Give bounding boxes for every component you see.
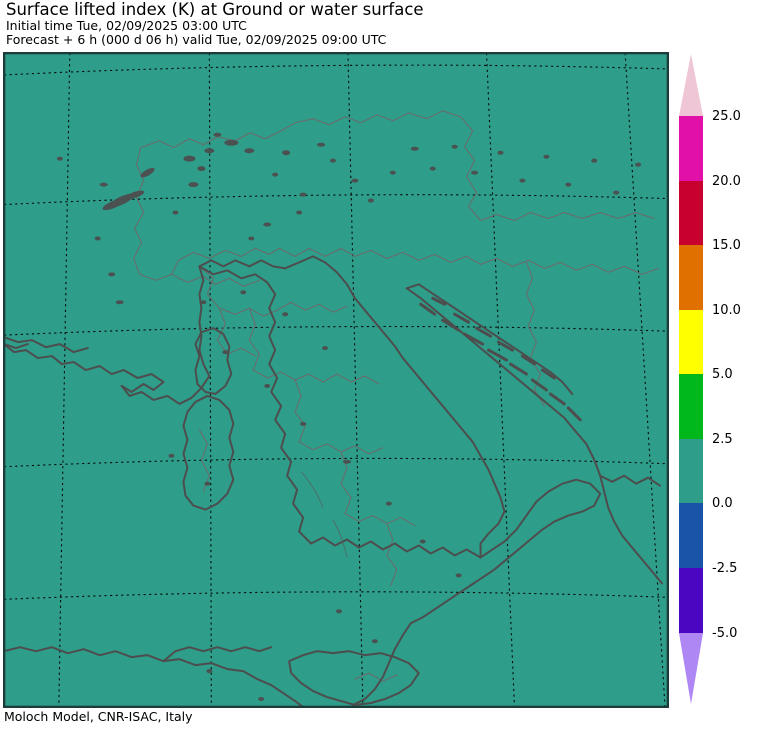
colorbar-tick-5: 5.0 — [712, 367, 733, 382]
colorbar-graphic — [679, 54, 703, 704]
map-coastlines — [4, 255, 664, 707]
map-apennine-ridge — [300, 471, 348, 558]
colorbar-band-0-2.5 — [679, 439, 703, 503]
colorbar-band-20-25 — [679, 116, 703, 181]
map-administrative-borders — [133, 110, 659, 682]
map-lakes-and-terrain — [56, 132, 642, 702]
colorbar[interactable] — [676, 52, 706, 708]
colorbar-tick-labels: 25.0 20.0 15.0 10.0 5.0 2.5 0.0 -2.5 -5.… — [712, 52, 760, 708]
map-graphic — [4, 53, 668, 707]
weather-map-panel[interactable] — [3, 52, 669, 708]
initial-time-label: Initial time Tue, 02/09/2025 03:00 UTC — [6, 18, 247, 33]
page-title: Surface lifted index (K) at Ground or wa… — [6, 0, 424, 19]
colorbar-tick-10: 10.0 — [712, 303, 741, 318]
colorbar-band-15-20 — [679, 181, 703, 245]
model-credit-label: Moloch Model, CNR-ISAC, Italy — [4, 709, 193, 724]
colorbar-tick-neg2.5: -2.5 — [712, 561, 738, 576]
colorbar-tick-neg5: -5.0 — [712, 626, 738, 641]
header-text-block: Surface lifted index (K) at Ground or wa… — [6, 0, 706, 47]
colorbar-band-below-min — [679, 633, 703, 704]
map-frame — [4, 53, 668, 707]
colorbar-tick-0: 0.0 — [712, 496, 733, 511]
colorbar-band-2.5-5 — [679, 374, 703, 439]
colorbar-tick-25: 25.0 — [712, 109, 741, 124]
colorbar-band-neg2.5-0 — [679, 503, 703, 568]
colorbar-tick-15: 15.0 — [712, 238, 741, 253]
colorbar-band-above-max — [679, 54, 703, 116]
map-gridlines — [4, 53, 668, 707]
map-field-fill — [4, 53, 668, 707]
forecast-valid-label: Forecast + 6 h (000 d 06 h) valid Tue, 0… — [6, 32, 387, 47]
colorbar-band-neg5-neg2.5 — [679, 568, 703, 633]
colorbar-tick-20: 20.0 — [712, 174, 741, 189]
colorbar-band-5-10 — [679, 310, 703, 374]
colorbar-tick-2.5: 2.5 — [712, 432, 733, 447]
colorbar-band-10-15 — [679, 245, 703, 310]
